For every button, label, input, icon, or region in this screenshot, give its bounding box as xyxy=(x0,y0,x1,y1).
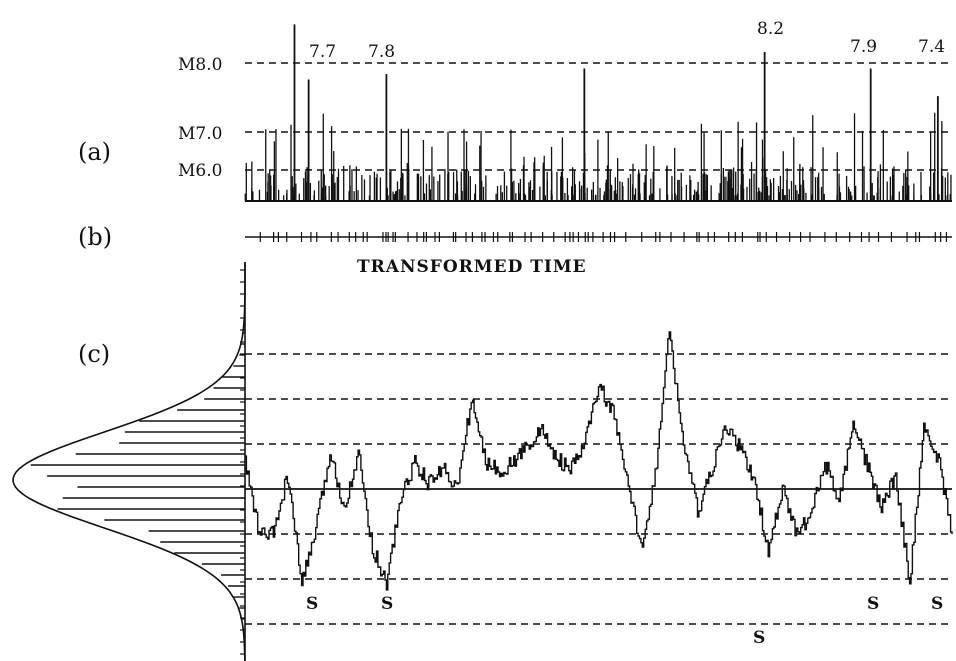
m7-level-label: M7.0 xyxy=(178,124,222,144)
transformed-time-caption: TRANSFORMED TIME xyxy=(357,257,587,277)
peak-label-7-7: 7.7 xyxy=(309,42,336,62)
event-time-ticks xyxy=(259,232,948,242)
s-marker-2: S xyxy=(381,594,393,614)
panel-c-label: (c) xyxy=(78,340,110,368)
marginal-distribution xyxy=(12,262,246,661)
peak-label-7-9: 7.9 xyxy=(850,37,877,57)
transformed-series-line xyxy=(245,331,953,591)
m6-level-label: M6.0 xyxy=(178,161,222,181)
s-marker-3: S xyxy=(753,628,765,648)
s-marker-1: S xyxy=(306,594,318,614)
peak-label-7-4: 7.4 xyxy=(918,37,945,57)
panel-a-label: (a) xyxy=(78,138,111,166)
s-marker-5: S xyxy=(931,594,943,614)
normal-curve xyxy=(12,262,246,661)
peak-label-8-2: 8.2 xyxy=(757,19,784,39)
panel-b: (b) xyxy=(78,223,952,251)
panel-c: (c) TRANSFORMED TIME S S S S S xyxy=(12,257,953,661)
peak-label-7-8: 7.8 xyxy=(368,42,395,62)
m8-level-label: M8.0 xyxy=(178,55,222,75)
event-spikes xyxy=(244,24,952,201)
panel-c-reference-lines xyxy=(245,353,952,625)
panel-a: (a) M8.0 M7.0 M6.0 7.7 7.8 8.2 7.9 7.4 xyxy=(78,19,952,202)
s-marker-4: S xyxy=(867,594,879,614)
panel-b-label: (b) xyxy=(78,223,112,251)
